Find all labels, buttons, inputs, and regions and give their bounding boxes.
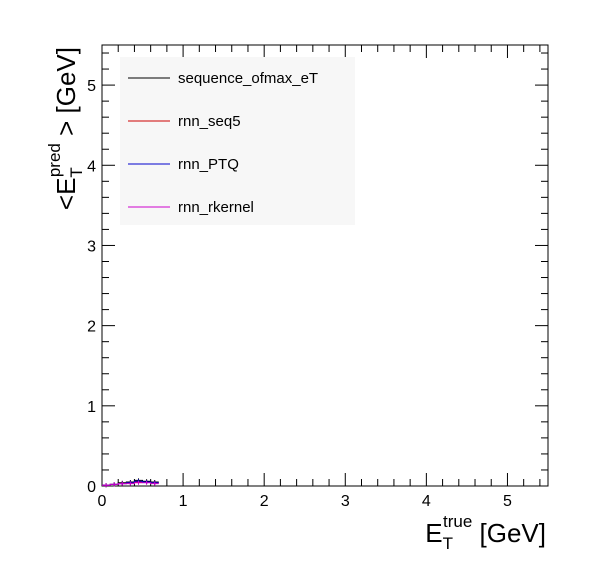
y-axis-title-suffix: > (51, 121, 81, 136)
y-axis-title-prefix: < (51, 195, 81, 210)
y-tick-label: 0 (87, 479, 96, 496)
legend-label: sequence_ofmax_eT (178, 70, 318, 87)
y-axis-title-base: E (51, 178, 81, 195)
x-tick-label: 2 (260, 493, 269, 510)
y-tick-label: 4 (87, 158, 96, 175)
x-tick-label: 1 (179, 493, 188, 510)
x-axis-title-base: E (425, 518, 442, 548)
y-axis-title-unit: [GeV] (51, 47, 81, 113)
x-axis-title-unit: [GeV] (480, 518, 546, 548)
x-tick-label: 4 (422, 493, 431, 510)
legend-label: rnn_PTQ (178, 156, 239, 173)
legend: sequence_ofmax_eT rnn_seq5 rnn_PTQ rnn_rker… (120, 57, 355, 225)
y-axis-title-sup: pred (45, 143, 64, 177)
y-tick-label: 3 (87, 238, 96, 255)
y-tick-label: 5 (87, 78, 96, 95)
y-axis-title: <ETpred > [GeV] (45, 47, 86, 210)
legend-label: rnn_seq5 (178, 113, 241, 130)
y-tick-label: 1 (87, 399, 96, 416)
plot-frame (101, 44, 549, 487)
tick-labels: 0 1 2 3 4 5 0 1 2 3 4 5 (87, 78, 512, 510)
x-tick-label: 0 (98, 493, 107, 510)
legend-label: rnn_rkernel (178, 199, 254, 216)
legend-box (120, 57, 355, 225)
legend-entries: sequence_ofmax_eT rnn_seq5 rnn_PTQ rnn_rker… (128, 70, 318, 216)
x-tick-label: 5 (503, 493, 512, 510)
x-axis-title-sup: true (443, 512, 472, 531)
x-axis-title: ETtrue [GeV] (425, 512, 546, 553)
y-tick-label: 2 (87, 319, 96, 336)
series-lines (102, 478, 159, 488)
axis-ticks (101, 45, 548, 487)
y-axis-title-sub: T (67, 167, 86, 177)
x-axis-title-sub: T (443, 534, 453, 553)
x-tick-label: 3 (341, 493, 350, 510)
